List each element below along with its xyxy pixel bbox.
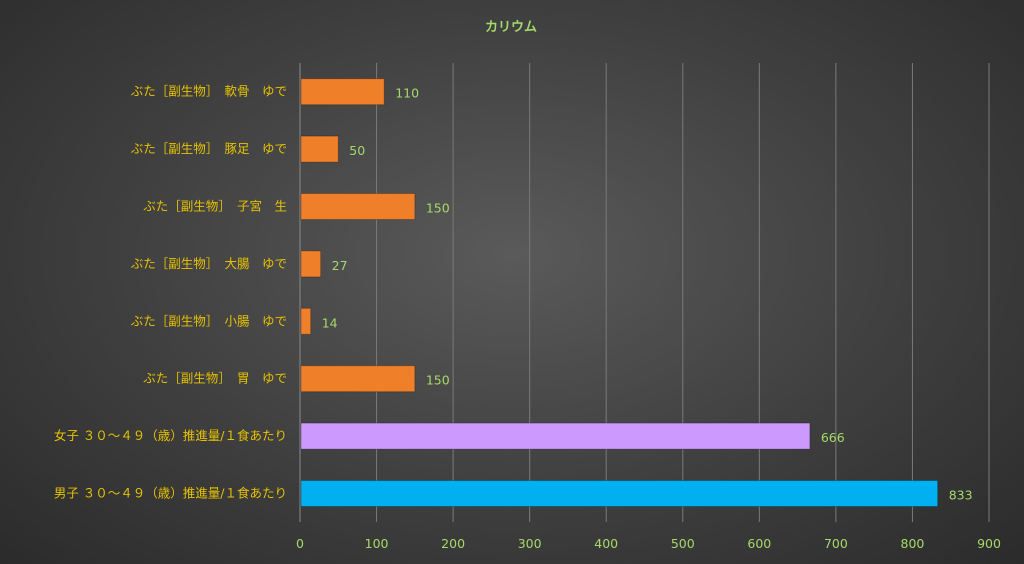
- x-tick-label: 700: [824, 536, 848, 551]
- data-label: 27: [332, 258, 348, 273]
- data-label: 14: [322, 315, 338, 330]
- bar: [300, 480, 939, 507]
- x-tick-label: 100: [365, 536, 389, 551]
- bar: [300, 135, 339, 163]
- chart-title: カリウム: [485, 20, 537, 35]
- category-label: ぶた［副生物］ 小腸 ゆで: [131, 313, 287, 328]
- category-label: ぶた［副生物］ 豚足 ゆで: [131, 141, 287, 156]
- x-tick-label: 0: [296, 536, 304, 551]
- bar: [300, 365, 416, 393]
- x-tick-label: 800: [901, 536, 925, 551]
- data-label: 150: [426, 201, 450, 216]
- category-label: ぶた［副生物］ 胃 ゆで: [143, 371, 287, 386]
- data-label: 150: [426, 373, 450, 388]
- data-label: 50: [349, 143, 365, 158]
- bar: [300, 193, 416, 220]
- x-tick-label: 900: [977, 536, 1001, 551]
- bar: [300, 422, 811, 450]
- bars: [300, 78, 939, 507]
- bar: [300, 78, 385, 106]
- data-label: 833: [949, 488, 973, 503]
- data-labels: 110 50 150 27 14 150 666 833: [322, 86, 973, 503]
- bar: [300, 307, 312, 335]
- category-label: 男子 ３０～４９（歳）推進量/１食あたり: [54, 486, 287, 501]
- x-tick-label: 200: [441, 536, 465, 551]
- x-axis-ticks: 0 100 200 300 400 500 600 700 800 900: [296, 536, 1001, 551]
- category-label: ぶた［副生物］ 軟骨 ゆで: [131, 84, 287, 99]
- x-tick-label: 600: [747, 536, 771, 551]
- x-tick-label: 300: [518, 536, 542, 551]
- x-tick-label: 500: [671, 536, 695, 551]
- category-label: ぶた［副生物］ 子宮 生: [143, 199, 287, 214]
- x-tick-label: 400: [594, 536, 618, 551]
- category-label: 女子 ３０～４９（歳）推進量/１食あたり: [54, 428, 287, 443]
- data-label: 110: [395, 86, 419, 101]
- bar: [300, 250, 322, 278]
- category-label: ぶた［副生物］ 大腸 ゆで: [131, 256, 287, 271]
- data-label: 666: [821, 430, 845, 445]
- gridlines: [299, 63, 990, 522]
